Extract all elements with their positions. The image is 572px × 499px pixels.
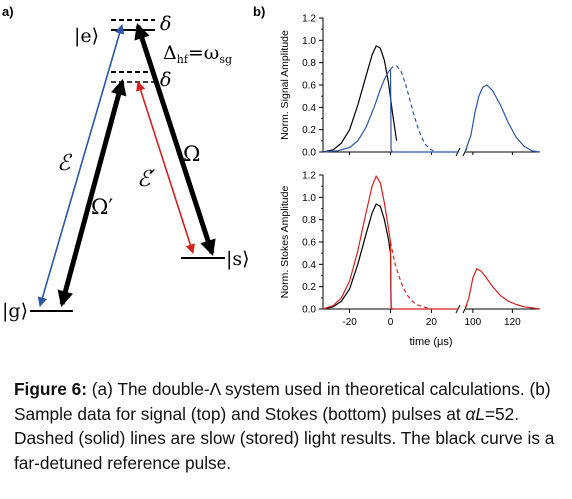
figure: a) |e⟩ |g⟩ |s⟩ δ δ Δhf=ωsg ℰ Ω′ ℰ′ Ω b) …	[2, 4, 541, 348]
signal-series-line	[464, 84, 541, 153]
caption-alpha-L: αL	[465, 403, 485, 424]
signal-field-arrow	[37, 24, 125, 307]
caption-figure-label: Figure 6:	[14, 379, 87, 399]
stokes-x-tick-label: 20	[426, 317, 438, 328]
signal-series-line	[322, 45, 398, 153]
stokes-series-line	[322, 203, 392, 310]
signal-series-line	[322, 68, 458, 153]
stokes-y-tick-label: 1.0	[302, 193, 316, 204]
panel-b-label: b)	[253, 4, 265, 19]
signal-plot: 0.0 0.2 0.4 0.6 0.8 1.0 1.2 Norm. Signal Amplit…	[279, 14, 541, 159]
stokes-x-tick-label: 120	[504, 317, 521, 328]
stokes-x-tick-label: 100	[465, 317, 482, 328]
level-diagram: a) |e⟩ |g⟩ |s⟩ δ δ Δhf=ωsg ℰ Ω′ ℰ′ Ω	[2, 4, 250, 322]
delta-top-label: δ	[160, 13, 171, 35]
caption-text-2: =52. Dashed (solid) lines are slow (stor…	[14, 403, 555, 473]
signal-y-tick-label: 0.6	[302, 81, 316, 92]
signal-y-tick-label: 0.8	[302, 58, 316, 69]
signal-y-tick-label: 1.2	[302, 14, 316, 25]
field-E-label: ℰ	[57, 151, 73, 176]
signal-y-tick-label: 0.2	[302, 125, 316, 136]
signal-y-tick-label: 0.0	[302, 148, 316, 159]
stokes-series-line	[464, 268, 541, 310]
signal-y-tick-label: 1.0	[302, 36, 316, 47]
stokes-x-tick-label: -20	[342, 317, 357, 328]
state-g-label: |g⟩	[2, 300, 28, 322]
signal-y-tick-label: 0.4	[302, 103, 316, 114]
stokes-y-tick-label: 1.2	[302, 171, 316, 182]
stokes-series-line	[322, 175, 458, 310]
control-field-omega-prime-arrow	[57, 78, 127, 308]
caption-text-1: (a) The double-Λ system used in theoreti…	[14, 379, 551, 424]
figure-caption: Figure 6: (a) The double-Λ system used i…	[14, 377, 562, 475]
stokes-y-tick-label: 0.2	[302, 282, 316, 293]
stokes-x-tick-label: 0	[388, 317, 394, 328]
hyperfine-splitting-label: Δhf=ωsg	[163, 42, 232, 66]
stokes-plot: 0.0 0.2 0.4 0.6 0.8 1.0 1.2 -20 0 20 100 120 Norm. S…	[279, 171, 541, 328]
stokes-y-tick-label: 0.6	[302, 238, 316, 249]
stokes-series-line	[389, 241, 432, 310]
field-omega-label: Ω	[183, 142, 200, 166]
state-e-label: |e⟩	[74, 25, 99, 47]
state-s-label: |s⟩	[226, 248, 250, 270]
signal-y-axis-label: Norm. Signal Amplitude	[279, 30, 291, 140]
signal-series-line	[390, 65, 434, 152]
stokes-y-tick-label: 0.4	[302, 260, 316, 271]
stokes-y-axis-label: Norm. Stokes Amplitude	[279, 186, 291, 299]
time-axis-label: time (μs)	[409, 336, 452, 348]
delta-mid-label: δ	[160, 69, 171, 91]
panel-a-label: a)	[2, 4, 14, 19]
stokes-y-tick-label: 0.0	[302, 305, 316, 316]
plots: 0.0 0.2 0.4 0.6 0.8 1.0 1.2 Norm. Signal Amplit…	[279, 14, 541, 328]
control-field-omega-arrow	[134, 22, 216, 257]
stokes-y-tick-label: 0.8	[302, 215, 316, 226]
field-E-prime-label: ℰ′	[137, 167, 155, 192]
field-omega-prime-label: Ω′	[91, 195, 113, 219]
